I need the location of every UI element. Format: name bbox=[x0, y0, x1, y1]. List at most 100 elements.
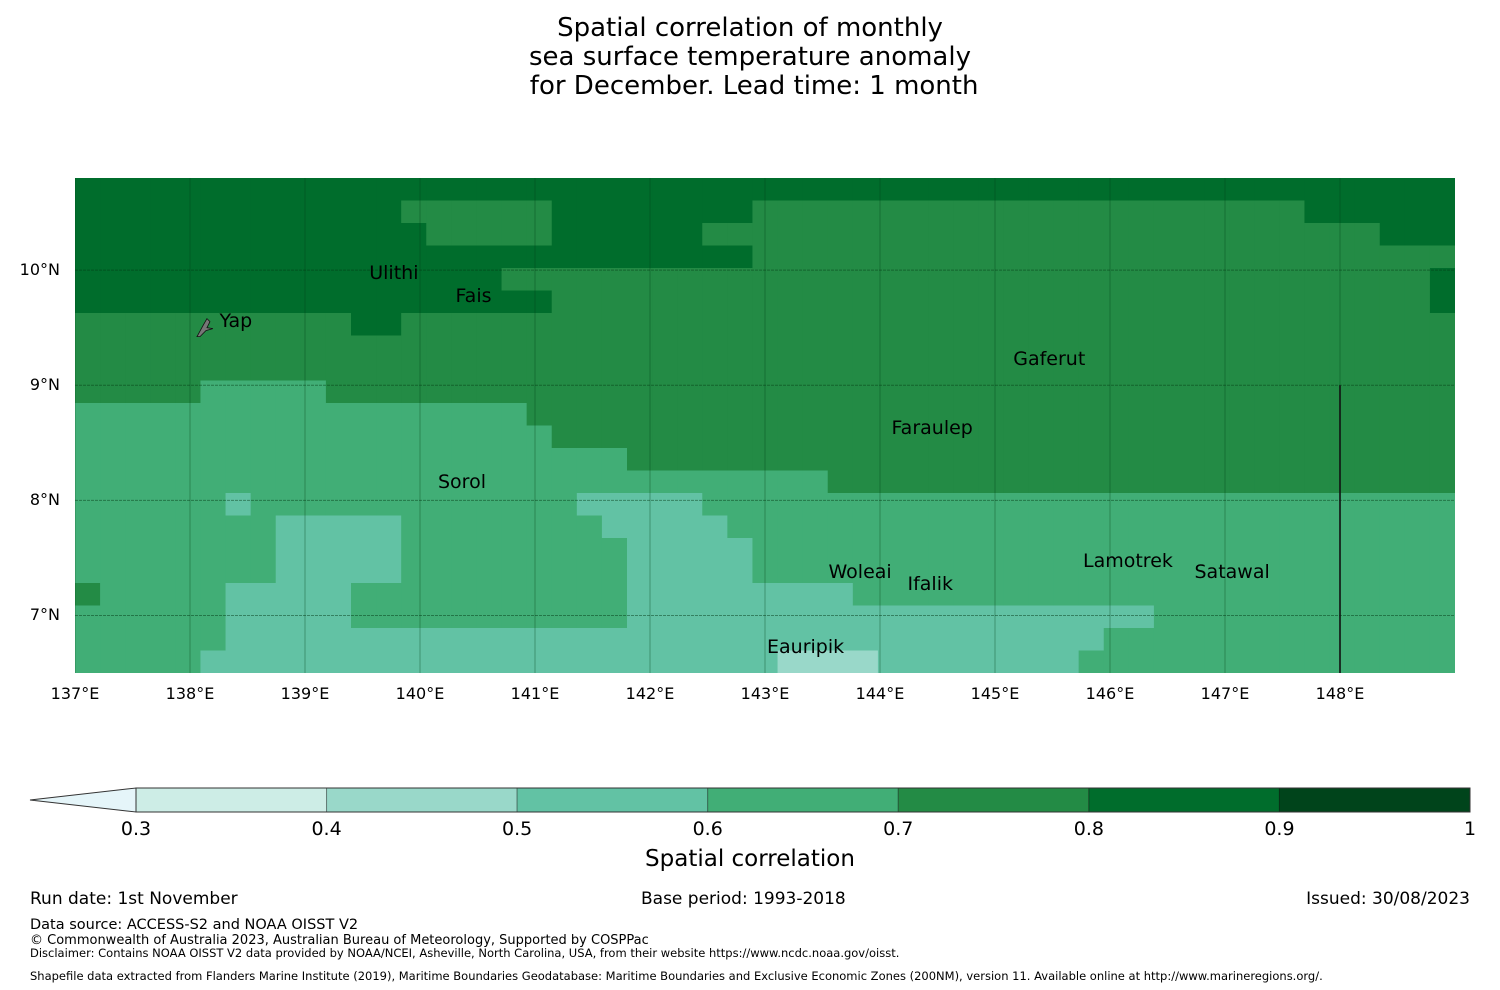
map-cell bbox=[627, 605, 653, 629]
map-cell bbox=[451, 425, 478, 449]
map-cell bbox=[1078, 223, 1105, 247]
map-cell bbox=[1329, 200, 1356, 224]
map-cell bbox=[1379, 583, 1406, 607]
map-cell bbox=[1003, 335, 1030, 359]
map-cell bbox=[401, 560, 427, 584]
map-cell bbox=[1028, 538, 1055, 562]
place-label-yap: Yap bbox=[219, 309, 253, 332]
map-cell bbox=[903, 200, 929, 224]
map-cell bbox=[476, 628, 503, 652]
y-tick-label: 10°N bbox=[19, 260, 60, 280]
map-cell bbox=[275, 245, 302, 269]
map-cell bbox=[1304, 268, 1331, 292]
map-cell bbox=[752, 493, 779, 517]
map-cell bbox=[777, 178, 804, 202]
map-cell bbox=[1103, 470, 1130, 494]
map-cell bbox=[476, 223, 503, 247]
map-cell bbox=[1329, 628, 1356, 652]
map-cell bbox=[652, 493, 678, 517]
map-cell bbox=[1028, 493, 1055, 517]
map-cell bbox=[1153, 358, 1180, 382]
map-cell bbox=[75, 403, 101, 427]
map-cell bbox=[903, 268, 929, 292]
map-cell bbox=[1229, 178, 1255, 202]
map-cell bbox=[852, 380, 879, 404]
map-cell bbox=[877, 470, 904, 494]
map-cell bbox=[802, 470, 829, 494]
map-cell bbox=[1279, 313, 1306, 337]
map-cell bbox=[1204, 178, 1230, 202]
map-cell bbox=[1003, 583, 1030, 607]
map-cell bbox=[652, 605, 678, 629]
map-cell bbox=[1254, 200, 1280, 224]
map-cell bbox=[200, 380, 227, 404]
map-cell bbox=[275, 403, 302, 427]
map-cell bbox=[677, 178, 703, 202]
map-cell bbox=[627, 493, 653, 517]
map-cell bbox=[752, 628, 779, 652]
map-cell bbox=[1254, 628, 1280, 652]
map-cell bbox=[275, 538, 302, 562]
map-cell bbox=[1179, 268, 1205, 292]
map-cell bbox=[953, 583, 979, 607]
map-cell bbox=[1229, 425, 1255, 449]
map-cell bbox=[275, 380, 302, 404]
map-cell bbox=[175, 268, 202, 292]
map-cell bbox=[75, 200, 101, 224]
map-cell bbox=[928, 335, 954, 359]
map-cell bbox=[953, 223, 979, 247]
map-cell bbox=[777, 515, 804, 539]
map-cell bbox=[852, 313, 879, 337]
map-cell bbox=[376, 470, 402, 494]
map-cell bbox=[225, 605, 252, 629]
map-cell bbox=[1053, 313, 1080, 337]
map-cell bbox=[1153, 493, 1180, 517]
map-cell bbox=[1354, 448, 1381, 472]
map-cell bbox=[376, 560, 402, 584]
map-cell bbox=[627, 358, 653, 382]
map-cell bbox=[1153, 583, 1180, 607]
map-cell bbox=[376, 245, 402, 269]
map-cell bbox=[1229, 335, 1255, 359]
map-cell bbox=[601, 605, 628, 629]
map-cell bbox=[1078, 448, 1105, 472]
map-cell bbox=[1204, 628, 1230, 652]
map-cell bbox=[877, 403, 904, 427]
map-cell bbox=[1103, 268, 1130, 292]
map-cell bbox=[300, 470, 327, 494]
map-cell bbox=[627, 268, 653, 292]
map-cell bbox=[351, 268, 377, 292]
map-cell bbox=[978, 493, 1004, 517]
map-cell bbox=[1279, 178, 1306, 202]
map-cell bbox=[1078, 335, 1105, 359]
map-cell bbox=[953, 290, 979, 314]
map-cell bbox=[1078, 268, 1105, 292]
map-cell bbox=[325, 290, 352, 314]
map-cell bbox=[275, 493, 302, 517]
map-cell bbox=[1053, 493, 1080, 517]
map-cell bbox=[576, 313, 603, 337]
map-cell bbox=[150, 560, 176, 584]
map-cell bbox=[1028, 268, 1055, 292]
map-cell bbox=[451, 403, 478, 427]
map-cell bbox=[1204, 200, 1230, 224]
map-cell bbox=[1053, 358, 1080, 382]
map-cell bbox=[1429, 358, 1455, 382]
map-cell bbox=[1103, 515, 1130, 539]
map-cell bbox=[125, 245, 151, 269]
map-cell bbox=[376, 335, 402, 359]
map-cell bbox=[250, 290, 277, 314]
map-cell bbox=[250, 650, 277, 673]
map-cell bbox=[426, 538, 452, 562]
map-cell bbox=[1078, 200, 1105, 224]
map-cell bbox=[1229, 538, 1255, 562]
map-cell bbox=[501, 583, 528, 607]
map-cell bbox=[325, 515, 352, 539]
map-cell bbox=[702, 628, 728, 652]
map-cell bbox=[351, 358, 377, 382]
map-cell bbox=[752, 515, 779, 539]
map-cell bbox=[752, 470, 779, 494]
map-cell bbox=[200, 178, 227, 202]
map-cell bbox=[1229, 628, 1255, 652]
map-cell bbox=[325, 313, 352, 337]
